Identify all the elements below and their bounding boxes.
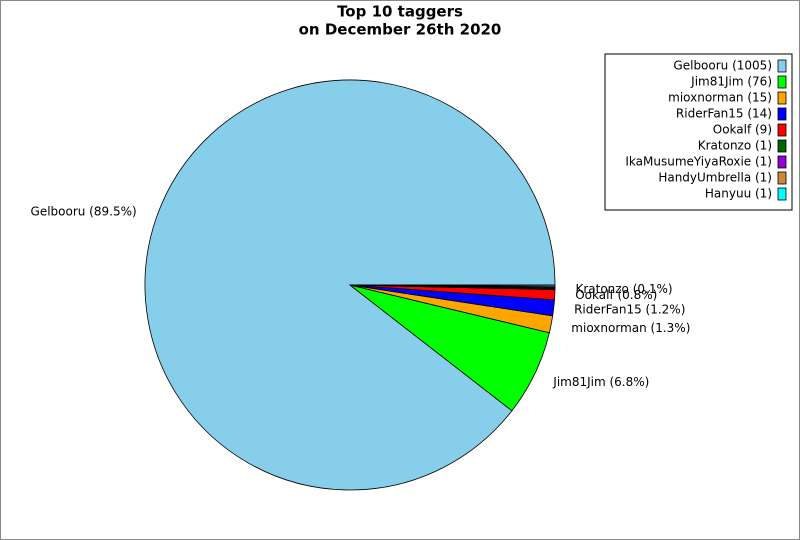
legend-swatch [777,59,787,73]
legend-label: Kratonzo (1) [698,139,772,153]
slice-label: mioxnorman (1.3%) [571,321,690,335]
legend-swatch [777,139,787,153]
legend-label: Gelbooru (1005) [673,59,772,73]
legend-label: mioxnorman (15) [668,91,772,105]
legend-swatch [777,171,787,185]
legend-swatch [777,107,787,121]
legend-swatch [777,123,787,137]
legend-swatch [777,155,787,169]
slice-label: Kratonzo (0.1%) [575,282,672,296]
legend: Gelbooru (1005) Jim81Jim (76) mioxnorman (… [604,53,793,211]
slice-label: Jim81Jim (6.8%) [552,375,649,389]
legend-box [604,53,793,211]
legend-label: Hanyuu (1) [705,187,772,201]
chart-title: Top 10 taggers [337,3,463,21]
legend-label: Jim81Jim (76) [690,75,772,89]
chart-subtitle: on December 26th 2020 [299,21,502,39]
legend-swatch [777,91,787,105]
legend-swatch [777,187,787,201]
legend-label: Ookalf (9) [713,123,772,137]
slice-label: RiderFan15 (1.2%) [574,303,685,317]
legend-label: IkaMusumeYiyaRoxie (1) [625,155,772,169]
legend-swatch [777,75,787,89]
slice-label: Ookalf (0.8%) [575,288,657,302]
pie: Gelbooru (89.5%) Jim81Jim (6.8%) mioxnorma… [31,79,690,491]
legend-label: RiderFan15 (14) [676,107,772,121]
slice-label: Gelbooru (89.5%) [31,204,137,218]
legend-label: HandyUmbrella (1) [658,171,772,185]
pie-slice [349,284,556,287]
